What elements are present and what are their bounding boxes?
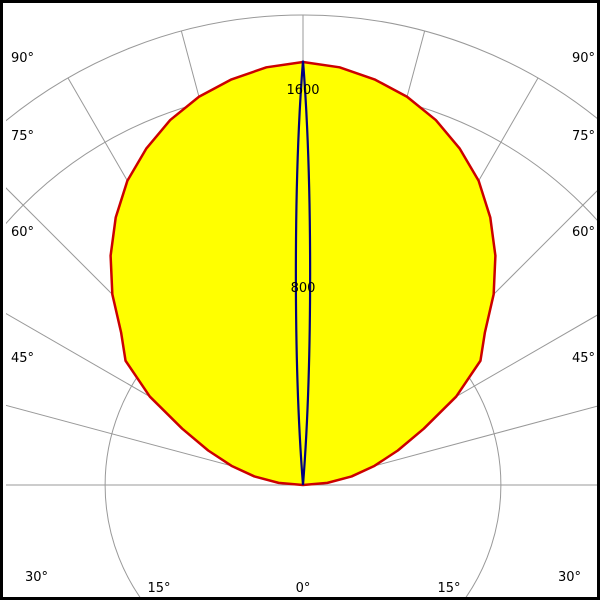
angle-label-bottom-right-30: 30° — [558, 570, 581, 585]
angle-label-right-60°: 60° — [572, 225, 595, 240]
angle-label-right-45°: 45° — [572, 351, 595, 366]
polar-chart-svg: 90° 75° 60° 45° 90° 75° 60° 45° 30° 15° 0° 15° 30° 80… — [6, 14, 597, 597]
angle-label-bottom-left-15: 15° — [147, 581, 170, 596]
curve-c90-c270 — [294, 60, 312, 486]
angle-label-left-45°: 45° — [11, 351, 34, 366]
angle-label-left-90°: 90° — [11, 51, 34, 66]
curve-c0-c180 — [109, 60, 497, 487]
grid-spoke-75 — [302, 405, 597, 486]
angle-label-bottom-0: 0° — [296, 581, 311, 596]
distribution-curves — [109, 60, 497, 487]
angle-label-bottom-right-15: 15° — [437, 581, 460, 596]
grid-spoke--75 — [6, 404, 304, 486]
radius-label-800: 800 — [291, 281, 316, 296]
angle-label-bottom-left-30: 30° — [25, 570, 48, 585]
axis-labels: 90° 75° 60° 45° 90° 75° 60° 45° 30° 15° 0° 15° 30° 80… — [11, 51, 595, 596]
angle-label-left-75°: 75° — [11, 129, 34, 144]
angle-label-right-90°: 90° — [572, 51, 595, 66]
angle-label-right-75°: 75° — [572, 129, 595, 144]
angle-label-left-60°: 60° — [11, 225, 34, 240]
radius-label-1600: 1600 — [286, 83, 319, 98]
